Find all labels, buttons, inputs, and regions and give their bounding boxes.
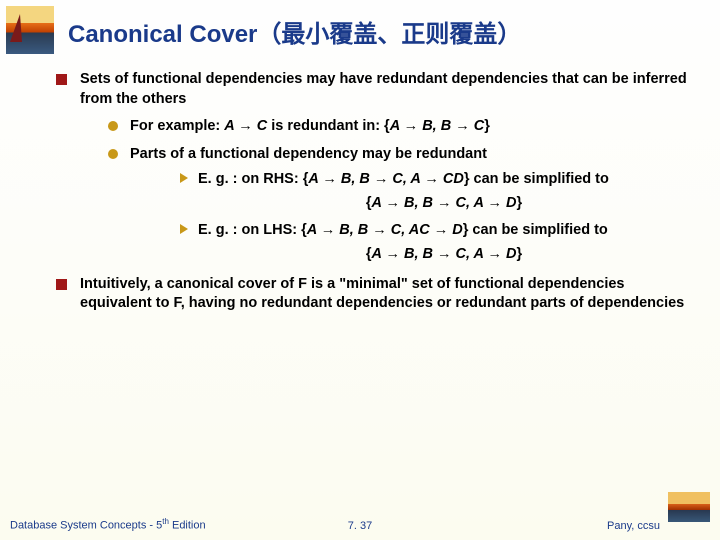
b1-2-text: Parts of a functional dependency may be … [130, 146, 487, 162]
footer-th: th [162, 517, 169, 526]
bullet-1-2-1: E. g. : on RHS: {A → B, B → C, A → CD} c… [180, 170, 690, 213]
b1-2-1-set: A → B, B → C, A → CD [308, 171, 463, 187]
footer-left-b: Edition [169, 520, 206, 532]
b1-2-1-end: } can be simplified to [464, 171, 609, 187]
footer-right: Pany, ccsu [607, 520, 660, 532]
bullet-1-1: For example: A → C is redundant in: {A →… [108, 117, 690, 137]
b1-2-2-set: A → B, B → C, AC → D [307, 222, 463, 238]
b1-1-end: } [484, 118, 490, 134]
bullet-2-text: Intuitively, a canonical cover of F is a… [80, 276, 684, 312]
footer-left-a: Database System Concepts - 5 [10, 520, 162, 532]
title-cjk: （最小覆盖、正则覆盖） [257, 21, 521, 48]
bullet-1-2: Parts of a functional dependency may be … [108, 145, 690, 265]
b1-2-2-prefix: E. g. : on LHS: { [198, 222, 307, 238]
b1-2-1-close: } [517, 195, 523, 211]
bullet-1-2-2: E. g. : on LHS: {A → B, B → C, AC → D} c… [180, 221, 690, 264]
logo-bottomright-icon [668, 492, 710, 522]
b1-2-1-result: A → B, B → C, A → D [372, 195, 517, 211]
b1-2-2-result: A → B, B → C, A → D [372, 246, 517, 262]
b1-2-2-close: } [517, 246, 523, 262]
b1-2-1-result-line: {A → B, B → C, A → D} [198, 194, 690, 214]
slide-title: Canonical Cover（最小覆盖、正则覆盖） [68, 14, 521, 49]
footer-center: 7. 37 [348, 520, 372, 532]
b1-2-2-end: } can be simplified to [463, 222, 608, 238]
slide-content: Sets of functional dependencies may have… [56, 70, 690, 324]
b1-2-2-result-line: {A → B, B → C, A → D} [198, 245, 690, 265]
b1-1-set: A → B, B → C [390, 118, 485, 134]
title-main: Canonical Cover [68, 21, 257, 48]
footer-left: Database System Concepts - 5th Edition [10, 517, 206, 532]
bullet-1: Sets of functional dependencies may have… [56, 70, 690, 265]
bullet-1-text: Sets of functional dependencies may have… [80, 71, 687, 107]
logo-topleft-icon [6, 6, 54, 54]
b1-2-1-prefix: E. g. : on RHS: { [198, 171, 308, 187]
b1-1-fd: A → C [224, 118, 267, 134]
b1-1-mid: is redundant in: { [267, 118, 389, 134]
bullet-2: Intuitively, a canonical cover of F is a… [56, 275, 690, 314]
b1-1-prefix: For example: [130, 118, 224, 134]
